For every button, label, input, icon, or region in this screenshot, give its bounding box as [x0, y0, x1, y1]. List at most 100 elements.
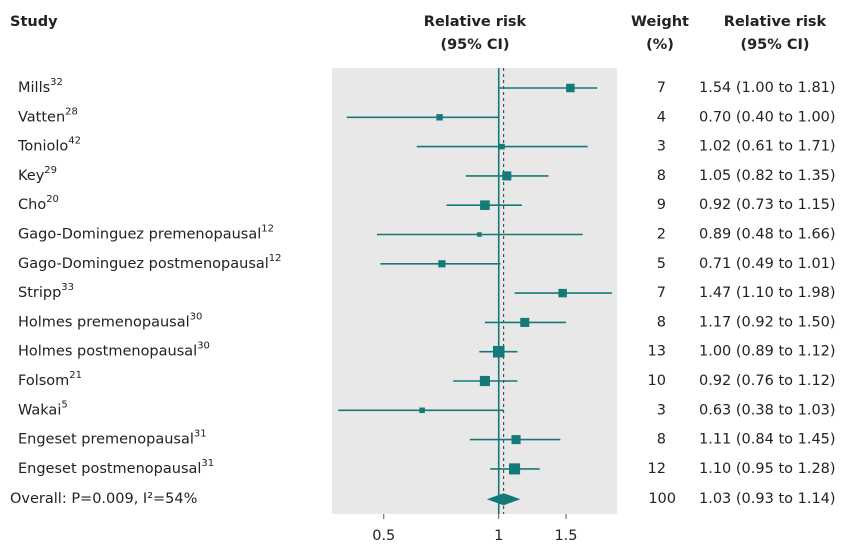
estimate-marker	[511, 435, 521, 445]
estimate-marker	[479, 375, 490, 387]
weight: 7	[657, 285, 666, 301]
study-ref: 30	[190, 311, 203, 322]
study-name: Stripp	[18, 285, 61, 301]
study-name: Vatten	[18, 109, 65, 125]
study-name: Toniolo	[17, 139, 68, 155]
estimate-marker	[477, 232, 482, 237]
value-label: 1.54 (1.00 to 1.81)	[699, 80, 836, 96]
estimate-marker	[520, 317, 530, 327]
column-header: Study	[10, 14, 58, 30]
study-name: Folsom	[18, 373, 69, 389]
estimate-marker	[419, 407, 425, 414]
study-label: Gago-Dominguez postmenopausal12	[18, 253, 282, 272]
weight: 5	[657, 256, 666, 272]
weight: 9	[657, 197, 666, 213]
weight: 13	[648, 344, 666, 360]
study-label: Wakai5	[18, 399, 68, 418]
value-label: 0.63 (0.38 to 1.03)	[699, 402, 836, 418]
weight: 2	[657, 227, 666, 243]
column-header: Relative risk	[424, 14, 527, 30]
study-name: Holmes postmenopausal	[18, 344, 197, 360]
estimate-marker	[499, 143, 505, 150]
weight: 3	[657, 139, 666, 155]
estimate-marker	[438, 260, 446, 268]
weight: 7	[657, 80, 666, 96]
study-label: Holmes postmenopausal30	[18, 341, 210, 360]
weight: 8	[657, 314, 666, 330]
study-ref: 21	[69, 370, 82, 381]
overall-label: Overall: P=0.009, I²=54%	[10, 491, 197, 507]
value-label: 0.92 (0.73 to 1.15)	[699, 197, 836, 213]
value-label: 1.03 (0.93 to 1.14)	[699, 491, 836, 507]
value-label: 0.71 (0.49 to 1.01)	[699, 256, 836, 272]
estimate-marker	[436, 114, 443, 121]
study-label: Vatten28	[18, 106, 78, 125]
study-ref: 42	[68, 136, 81, 147]
estimate-marker	[492, 345, 505, 358]
weight: 100	[648, 491, 676, 507]
study-ref: 32	[50, 77, 63, 88]
study-label: Engeset premenopausal31	[18, 429, 207, 448]
study-label: Gago-Dominguez premenopausal12	[18, 224, 274, 243]
value-label: 1.00 (0.89 to 1.12)	[699, 344, 836, 360]
value-label: 0.70 (0.40 to 1.00)	[699, 109, 836, 125]
study-name: Mills	[18, 80, 50, 96]
study-name: Key	[18, 168, 45, 184]
value-label: 1.02 (0.61 to 1.71)	[699, 139, 836, 155]
study-name: Engeset postmenopausal	[18, 461, 201, 477]
study-label: Folsom21	[18, 370, 82, 389]
estimate-marker	[566, 83, 575, 93]
plot-background	[332, 68, 617, 514]
study-label: Toniolo42	[17, 136, 81, 155]
study-name: Wakai	[18, 402, 61, 418]
estimate-marker	[509, 463, 521, 475]
value-label: 0.89 (0.48 to 1.66)	[699, 227, 836, 243]
column-header: Weight	[631, 14, 689, 30]
study-label: Cho20	[18, 194, 59, 213]
study-ref: 20	[46, 194, 59, 205]
study-label: Holmes premenopausal30	[18, 311, 202, 330]
value-label: 1.17 (0.92 to 1.50)	[699, 314, 836, 330]
column-header: (95% CI)	[740, 37, 809, 53]
study-name: Gago-Dominguez premenopausal	[18, 227, 261, 243]
study-ref: 30	[197, 341, 210, 352]
study-name: Gago-Dominguez postmenopausal	[18, 256, 269, 272]
study-ref: 28	[65, 106, 78, 117]
weight: 4	[657, 109, 666, 125]
estimate-marker	[480, 200, 490, 210]
value-label: 1.11 (0.84 to 1.45)	[699, 432, 836, 448]
study-name: Engeset premenopausal	[18, 432, 194, 448]
study-ref: 31	[201, 458, 214, 469]
x-tick-label: 0.5	[372, 528, 395, 544]
weight: 8	[657, 432, 666, 448]
study-label: Engeset postmenopausal31	[18, 458, 214, 477]
value-label: 1.05 (0.82 to 1.35)	[699, 168, 836, 184]
weight: 8	[657, 168, 666, 184]
weight: 10	[648, 373, 666, 389]
overall-diamond	[486, 493, 521, 506]
value-label: 0.92 (0.76 to 1.12)	[699, 373, 836, 389]
column-header: (95% CI)	[440, 37, 509, 53]
study-name: Cho	[18, 197, 46, 213]
estimate-marker	[558, 288, 567, 298]
estimate-marker	[502, 171, 512, 181]
study-label: Key29	[18, 165, 57, 184]
study-ref: 12	[261, 224, 274, 235]
study-name: Holmes premenopausal	[18, 314, 190, 330]
weight: 12	[648, 461, 666, 477]
column-header: Relative risk	[724, 14, 827, 30]
study-ref: 31	[194, 429, 207, 440]
value-label: 1.10 (0.95 to 1.28)	[699, 461, 836, 477]
x-tick-label: 1.5	[554, 528, 577, 544]
study-ref: 33	[61, 282, 74, 293]
study-label: Mills32	[18, 77, 63, 96]
value-label: 1.47 (1.10 to 1.98)	[699, 285, 836, 301]
study-ref: 5	[61, 399, 67, 410]
weight: 3	[657, 402, 666, 418]
column-header: (%)	[646, 37, 674, 53]
study-label: Stripp33	[18, 282, 74, 301]
study-ref: 12	[269, 253, 282, 264]
study-ref: 29	[44, 165, 57, 176]
